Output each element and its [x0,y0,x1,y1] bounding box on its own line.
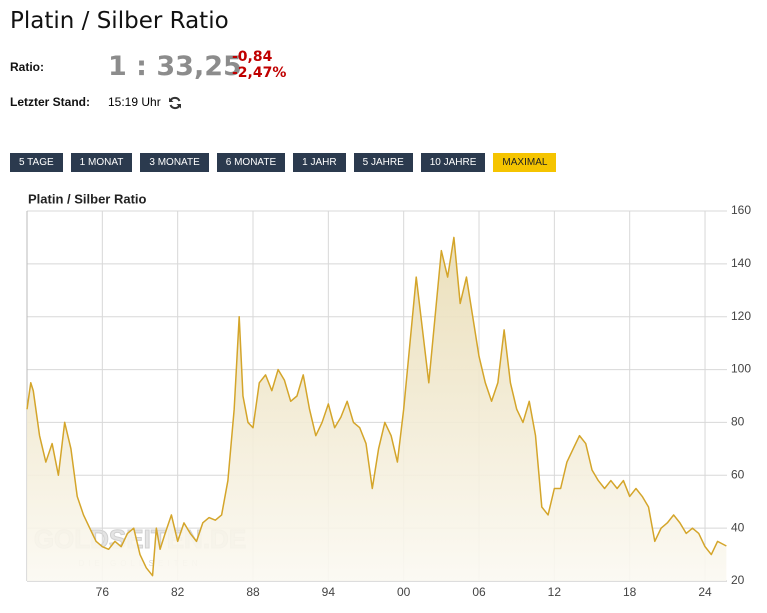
x-tick-label: 12 [548,585,562,599]
range-button[interactable]: 1 JAHR [293,153,346,172]
range-button[interactable]: 1 MONAT [70,153,133,172]
x-tick-label: 76 [96,585,110,599]
change-pct: -2,47% [232,65,287,81]
x-tick-label: 94 [322,585,336,599]
chart: Platin / Silber Ratio GOLDSEITEN.DEDIE G… [26,191,751,599]
range-button[interactable]: 5 TAGE [10,153,63,172]
x-tick-label: 24 [698,585,712,599]
x-tick-label: 06 [472,585,486,599]
range-button[interactable]: MAXIMAL [493,153,557,172]
ratio-label: Ratio: [10,60,44,74]
y-tick-label: 140 [731,256,751,270]
x-tick-label: 00 [397,585,411,599]
area-fill [27,237,727,581]
stand-label: Letzter Stand: [10,95,91,109]
chart-title: Platin / Silber Ratio [28,191,147,206]
range-button[interactable]: 3 MONATE [140,153,209,172]
change: -0,84 [232,49,273,65]
y-tick-label: 60 [731,467,745,481]
line [26,236,727,577]
ratio-value: 1 : 33,25 [108,51,242,82]
y-tick-label: 80 [731,415,745,429]
stand-time: 15:19 Uhr [108,95,161,109]
y-tick-label: 120 [731,309,751,323]
range-button[interactable]: 10 JAHRE [420,153,486,172]
range-button[interactable]: 5 JAHRE [353,153,413,172]
range-buttons: 5 TAGE 1 MONAT 3 MONATE 6 MONATE 1 JAHR 5 JAH… [10,153,557,172]
x-tick-label: 88 [246,585,260,599]
x-tick-label: 18 [623,585,637,599]
y-tick-label: 40 [731,520,745,534]
page-title: Platin / Silber Ratio [10,8,229,34]
y-tick-label: 100 [731,362,751,376]
range-button[interactable]: 6 MONATE [216,153,286,172]
refresh-icon[interactable] [168,96,182,110]
y-tick-label: 20 [731,573,745,587]
y-tick-label: 160 [731,203,751,217]
x-tick-label: 82 [171,585,185,599]
